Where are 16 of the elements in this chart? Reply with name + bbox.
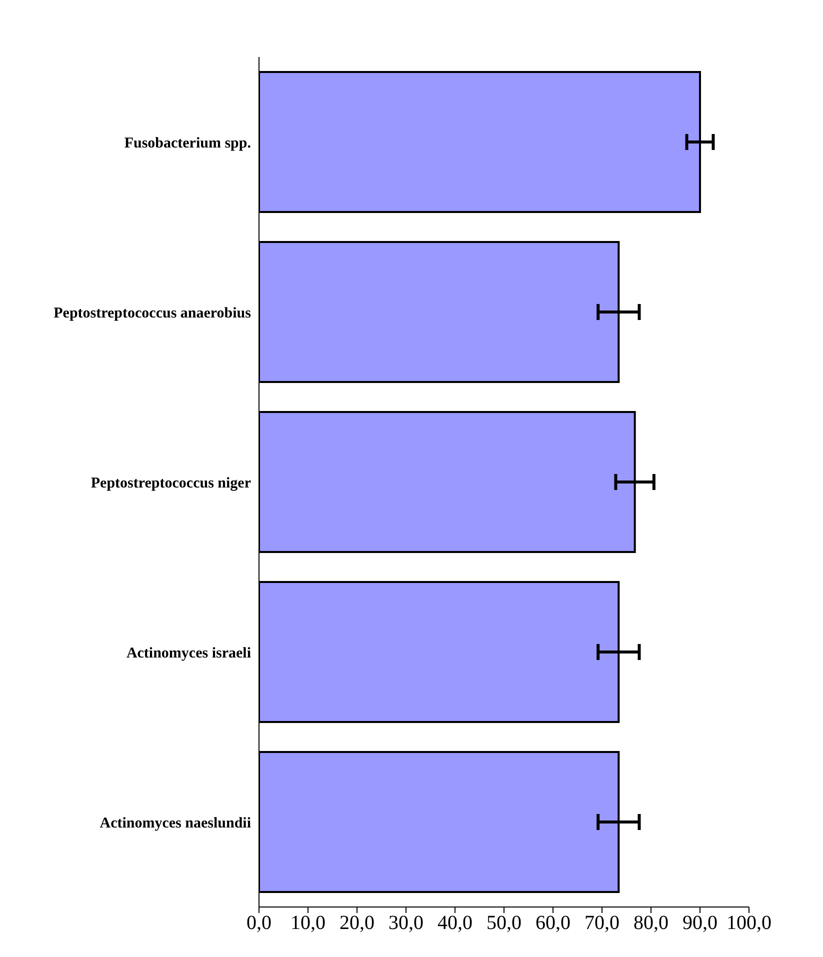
- x-tick-label: 80,0: [634, 912, 668, 934]
- x-tick-label: 30,0: [388, 912, 424, 934]
- x-tick-label: 70,0: [584, 912, 620, 934]
- x-tick-label: 40,0: [438, 912, 472, 934]
- y-tick-label: Peptostreptococcus niger: [90, 475, 252, 492]
- x-tick-label: 60,0: [536, 912, 570, 934]
- y-tick-label: Actinomyces israeli: [126, 645, 251, 662]
- y-tick-label: Actinomyces naeslundii: [100, 815, 251, 832]
- x-tick-label: 20,0: [340, 912, 374, 934]
- x-tick-label: 0,0: [246, 912, 272, 934]
- y-tick-label: Fusobacterium spp.: [124, 135, 252, 152]
- x-tick-label: 10,0: [290, 912, 326, 934]
- x-tick-label: 50,0: [486, 912, 522, 934]
- x-tick-label: 90,0: [682, 912, 718, 934]
- x-tick-label: 100,0: [726, 912, 772, 934]
- y-tick-label: Peptostreptococcus anaerobius: [54, 305, 252, 322]
